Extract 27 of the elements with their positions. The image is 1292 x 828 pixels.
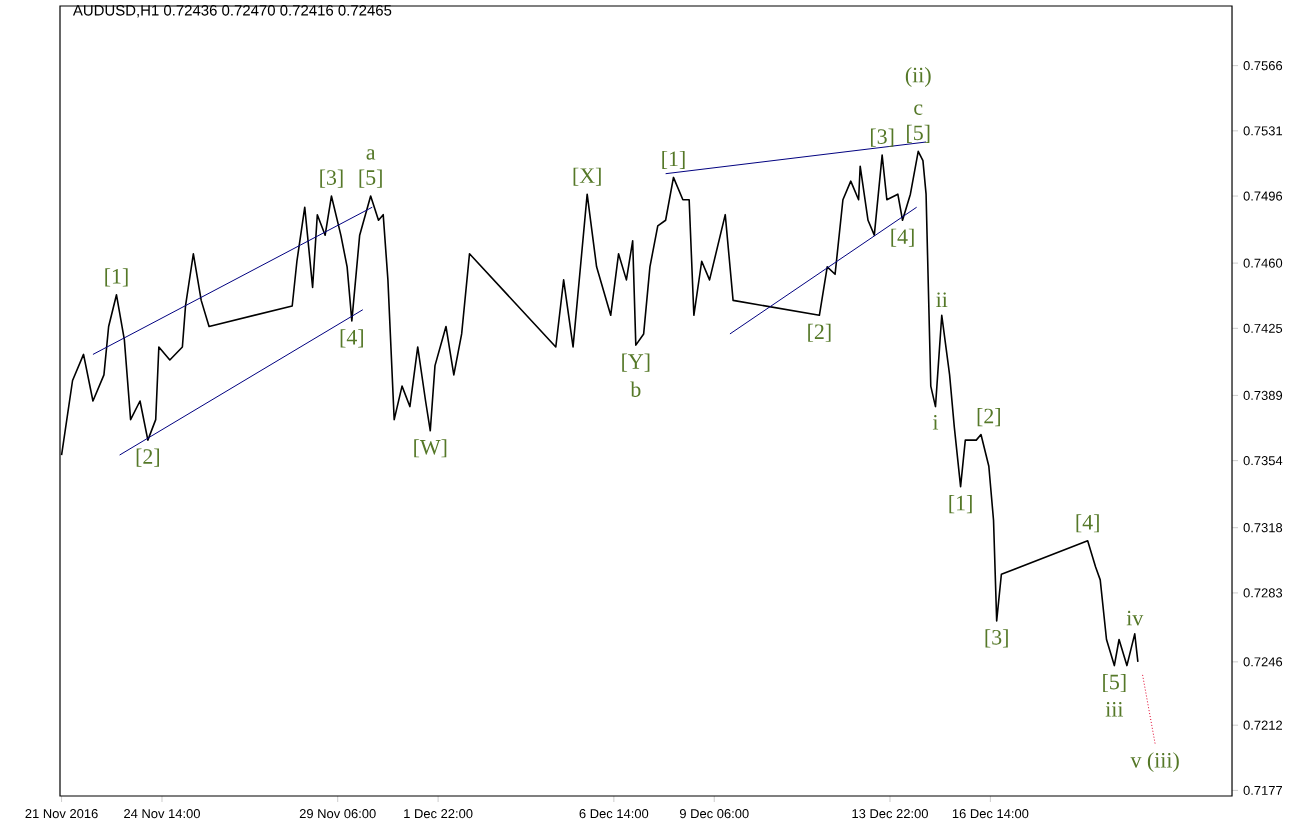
annotation: ii [936,292,948,307]
annotation: [4] [340,329,363,348]
annotation: a [366,149,376,160]
annotation: [3] [320,169,343,188]
annotation: [4] [891,228,914,247]
annotation: [4] [1076,514,1099,533]
annotation: [3] [870,128,894,147]
annotation: [W] [414,439,447,458]
annotation: [2] [808,323,831,342]
annotation: c [914,104,923,115]
annotation: iii [1105,701,1124,717]
annotation: [X] [573,167,601,186]
annotation: [5] [359,169,382,188]
annotation: [3] [985,629,1008,648]
annotation: [5] [907,124,930,143]
annotation: [1] [949,495,972,514]
annotation: [1] [662,150,685,170]
annotation: [Y] [622,353,650,372]
annotation: [2] [136,448,159,467]
annotation: [2] [977,408,1000,427]
annotation: i [932,415,939,430]
annotation: [5] [1103,673,1126,693]
annotation: b [630,381,641,397]
annotation: (ii) [905,67,931,87]
annotation: [1] [105,268,128,287]
annotation: v (iii) [1130,752,1179,773]
annotation: iv [1126,610,1144,626]
